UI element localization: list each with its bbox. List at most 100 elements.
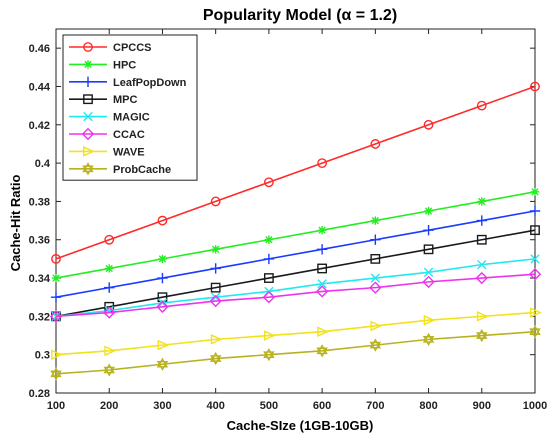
data-point-wave	[317, 326, 330, 337]
series-line-ccac	[55, 273, 536, 318]
data-point-mpc	[423, 244, 434, 255]
data-point-hpc	[158, 254, 167, 264]
y-tick-label: 0.36	[29, 235, 50, 247]
series-line-mpc	[55, 229, 536, 318]
data-point-probcache	[209, 351, 222, 366]
y-tick-label: 0.46	[29, 43, 50, 55]
data-point-cpccs	[210, 196, 221, 207]
legend-label-hpc: HPC	[113, 59, 136, 71]
data-point-leafpopdown	[263, 253, 275, 265]
legend-marker-wave	[83, 146, 95, 157]
data-point-wave	[476, 311, 489, 322]
data-point-wave	[370, 320, 383, 332]
data-point-cpccs	[104, 234, 115, 245]
x-tick-label: 1000	[523, 400, 547, 412]
y-tick-label: 0.3	[35, 350, 50, 362]
legend-label-magic: MAGIC	[113, 112, 150, 124]
data-point-hpc	[317, 225, 327, 235]
y-tick-label: 0.42	[29, 120, 50, 132]
data-point-cpccs	[157, 215, 168, 226]
data-point-mpc	[530, 225, 540, 236]
y-axis-label: Cache-Hit Ratio	[8, 175, 23, 272]
series-line-leafpopdown	[55, 210, 536, 298]
legend-marker-probcache	[82, 162, 94, 176]
data-point-leafpopdown	[423, 224, 434, 236]
data-point-leafpopdown	[157, 272, 168, 284]
data-point-wave	[157, 339, 170, 351]
data-point-cpccs	[530, 81, 540, 92]
data-point-hpc	[530, 187, 540, 197]
x-tick-label: 600	[313, 400, 331, 412]
legend-label-ccac: CCAC	[113, 129, 145, 141]
data-point-hpc	[264, 235, 274, 244]
data-point-ccac	[49, 310, 63, 323]
data-point-wave	[423, 314, 436, 326]
data-point-wave	[210, 334, 223, 345]
data-point-cpccs	[317, 158, 328, 169]
legend-marker-cpccs	[83, 42, 93, 52]
data-point-ccac	[422, 275, 435, 289]
data-point-mpc	[263, 273, 274, 283]
x-tick-label: 100	[47, 400, 65, 412]
data-point-ccac	[369, 281, 382, 294]
data-point-wave	[263, 330, 276, 341]
data-point-mpc	[370, 253, 381, 264]
data-point-probcache	[369, 338, 382, 352]
data-point-hpc	[51, 273, 61, 283]
data-point-leafpopdown	[210, 263, 221, 274]
data-point-magic	[477, 259, 487, 270]
data-point-wave	[51, 349, 63, 360]
data-point-leafpopdown	[316, 244, 328, 255]
legend: CPCCS HPC LeafPopDown MPC MAGIC CCAC WAVE ProbC…	[62, 34, 198, 181]
legend-marker-hpc	[83, 60, 93, 69]
data-point-ccac	[475, 271, 488, 285]
y-tick-label: 0.32	[29, 311, 50, 323]
series-line-probcache	[55, 330, 536, 375]
data-point-mpc	[317, 263, 328, 274]
data-point-hpc	[424, 206, 433, 216]
data-point-ccac	[156, 300, 169, 313]
legend-marker-mpc	[83, 94, 93, 105]
data-point-probcache	[422, 332, 435, 346]
x-tick-label: 700	[366, 400, 384, 412]
x-tick-label: 300	[153, 400, 171, 412]
data-point-mpc	[476, 234, 487, 245]
data-point-hpc	[105, 264, 114, 273]
data-point-ccac	[315, 285, 329, 298]
data-point-leafpopdown	[370, 234, 381, 245]
legend-label-leafpopdown: LeafPopDown	[113, 77, 187, 89]
legend-marker-magic	[83, 111, 93, 122]
series-line-cpccs	[55, 85, 536, 260]
y-tick-label: 0.28	[29, 388, 50, 400]
data-point-hpc	[211, 245, 220, 254]
series-line-wave	[55, 311, 536, 356]
series-line-magic	[55, 258, 536, 318]
y-tick-label: 0.38	[29, 196, 50, 208]
data-point-ccac	[209, 294, 222, 308]
data-point-ccac	[528, 268, 542, 281]
legend-label-cpccs: CPCCS	[113, 42, 152, 54]
data-point-cpccs	[51, 253, 61, 264]
series-line-hpc	[55, 191, 536, 279]
data-point-leafpopdown	[529, 205, 541, 217]
data-point-leafpopdown	[476, 215, 487, 226]
data-point-leafpopdown	[50, 292, 62, 303]
data-point-hpc	[371, 216, 380, 225]
data-point-probcache	[476, 328, 488, 343]
data-point-magic	[370, 273, 381, 283]
legend-marker-leafpopdown	[82, 76, 94, 87]
data-point-magic	[317, 279, 327, 289]
x-axis-label: Cache-SIze (1GB-10GB)	[227, 418, 374, 433]
data-point-leafpopdown	[104, 282, 115, 293]
x-tick-label: 200	[100, 400, 118, 412]
x-tick-label: 900	[473, 400, 491, 412]
data-point-probcache	[50, 367, 62, 381]
data-point-cpccs	[263, 177, 274, 188]
data-point-mpc	[210, 282, 221, 293]
legend-label-wave: WAVE	[113, 146, 145, 158]
legend-label-probcache: ProbCache	[113, 164, 171, 176]
data-point-ccac	[103, 306, 116, 319]
y-tick-label: 0.44	[29, 81, 51, 93]
data-point-ccac	[262, 291, 276, 304]
data-point-hpc	[477, 197, 486, 206]
